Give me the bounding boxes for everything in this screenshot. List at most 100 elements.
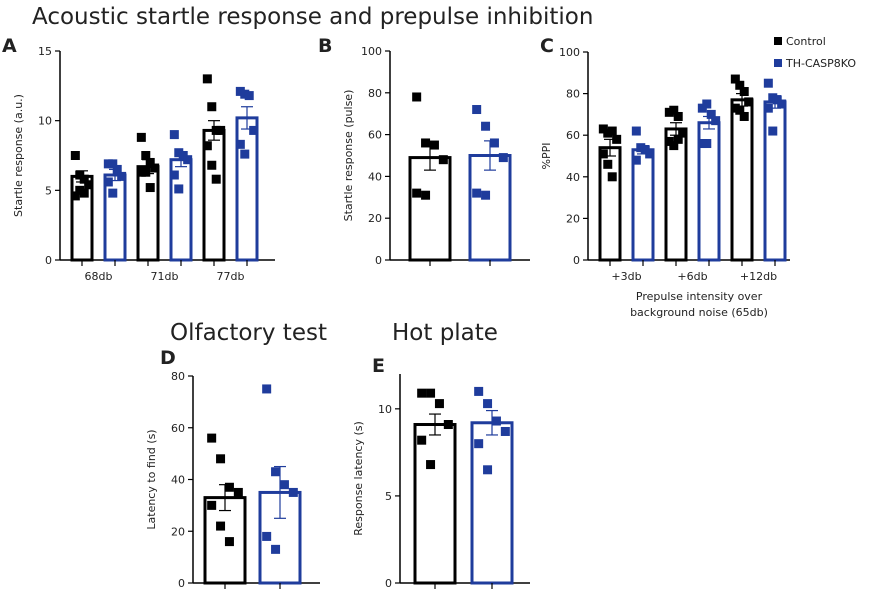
- panel-a: A 0 5 10 15 Startle response (a.u.) 68db 71db 77…: [2, 35, 275, 283]
- panel-e: E 0 5 10 Response latency (s): [352, 355, 530, 590]
- data-point: [443, 420, 453, 430]
- data-point: [434, 399, 444, 409]
- panel-letter: D: [160, 347, 176, 369]
- y-tick-label: 0: [375, 254, 382, 267]
- y-tick-label: 10: [378, 403, 392, 416]
- data-point: [598, 149, 608, 159]
- data-point: [498, 153, 508, 163]
- data-point: [472, 188, 482, 198]
- panel-letter: B: [318, 35, 332, 57]
- data-point: [216, 454, 226, 464]
- data-point: [108, 159, 118, 169]
- panel-letter: C: [540, 35, 554, 57]
- data-point: [169, 170, 179, 180]
- y-tick-label: 100: [559, 46, 580, 59]
- data-point: [117, 171, 127, 181]
- bar-ko: [631, 148, 655, 262]
- data-point: [271, 467, 281, 477]
- olfactory-title: Olfactory test: [170, 320, 327, 346]
- data-point: [202, 74, 212, 84]
- x-tick-label: 71db: [151, 270, 179, 283]
- data-point: [711, 116, 721, 126]
- data-point: [500, 426, 510, 436]
- x-axis-label: background noise (65db): [630, 306, 768, 319]
- data-point: [79, 188, 89, 198]
- y-axis-label: Latency to find (s): [145, 429, 158, 529]
- data-point: [673, 134, 683, 144]
- hotplate-title: Hot plate: [392, 320, 498, 346]
- data-point: [417, 435, 427, 445]
- legend: Control TH-CASP8KO: [774, 35, 856, 70]
- legend-swatch-ko: [774, 59, 782, 67]
- data-point: [207, 433, 217, 443]
- data-point: [235, 139, 245, 149]
- data-point: [474, 386, 484, 396]
- y-tick-label: 20: [368, 212, 382, 225]
- data-point: [481, 190, 491, 200]
- x-tick-label: +12db: [740, 270, 777, 283]
- data-point: [735, 105, 745, 115]
- data-point: [739, 87, 749, 97]
- y-tick-label: 40: [566, 171, 580, 184]
- data-point: [262, 531, 272, 541]
- data-point: [70, 151, 80, 160]
- data-point: [763, 78, 773, 88]
- data-point: [136, 132, 146, 142]
- data-point: [262, 384, 272, 394]
- y-axis-label: %PPI: [540, 143, 553, 170]
- data-point: [108, 188, 118, 198]
- y-tick-label: 10: [38, 115, 52, 128]
- data-point: [271, 544, 281, 554]
- data-point: [224, 537, 234, 547]
- data-point: [744, 97, 754, 107]
- y-tick-label: 60: [171, 422, 185, 435]
- bar-ko: [235, 116, 259, 262]
- data-point: [417, 388, 427, 398]
- bar-control: [136, 165, 160, 262]
- data-point: [207, 102, 217, 112]
- y-tick-label: 5: [385, 490, 392, 503]
- data-point: [631, 155, 641, 165]
- panel-letter: E: [372, 355, 385, 377]
- bar-control: [730, 98, 754, 262]
- data-point: [288, 487, 298, 497]
- y-tick-label: 0: [573, 254, 580, 267]
- panel-d: D 0 20 40 60 80 Latency to find (s): [145, 347, 320, 590]
- main-title: Acoustic startle response and prepulse i…: [32, 4, 593, 30]
- data-point: [673, 111, 683, 121]
- y-tick-label: 60: [368, 129, 382, 142]
- data-point: [145, 157, 155, 167]
- data-point: [421, 190, 431, 200]
- bar-ko: [103, 173, 127, 262]
- data-point: [489, 138, 499, 148]
- data-point: [702, 139, 712, 149]
- bar-control: [408, 156, 452, 262]
- x-tick-label: +6db: [677, 270, 707, 283]
- data-point: [169, 130, 179, 140]
- y-tick-label: 15: [38, 45, 52, 58]
- data-point: [669, 105, 679, 115]
- data-point: [412, 92, 422, 102]
- data-point: [763, 103, 773, 113]
- y-tick-label: 60: [566, 129, 580, 142]
- bar-ko: [763, 100, 787, 262]
- data-point: [421, 138, 431, 148]
- data-point: [669, 141, 679, 151]
- y-tick-label: 0: [385, 577, 392, 589]
- panel-letter: A: [2, 35, 17, 57]
- data-point: [603, 159, 613, 169]
- data-point: [730, 74, 740, 84]
- y-tick-label: 80: [368, 87, 382, 100]
- data-point: [768, 126, 778, 136]
- y-tick-label: 40: [368, 170, 382, 183]
- data-point: [474, 439, 484, 449]
- data-point: [702, 99, 712, 109]
- x-axis-label: Prepulse intensity over: [636, 290, 763, 303]
- data-point: [483, 465, 493, 475]
- x-tick-label: +3db: [611, 270, 641, 283]
- data-point: [279, 480, 289, 490]
- y-tick-label: 5: [45, 184, 52, 197]
- y-tick-label: 20: [171, 525, 185, 538]
- data-point: [141, 151, 151, 160]
